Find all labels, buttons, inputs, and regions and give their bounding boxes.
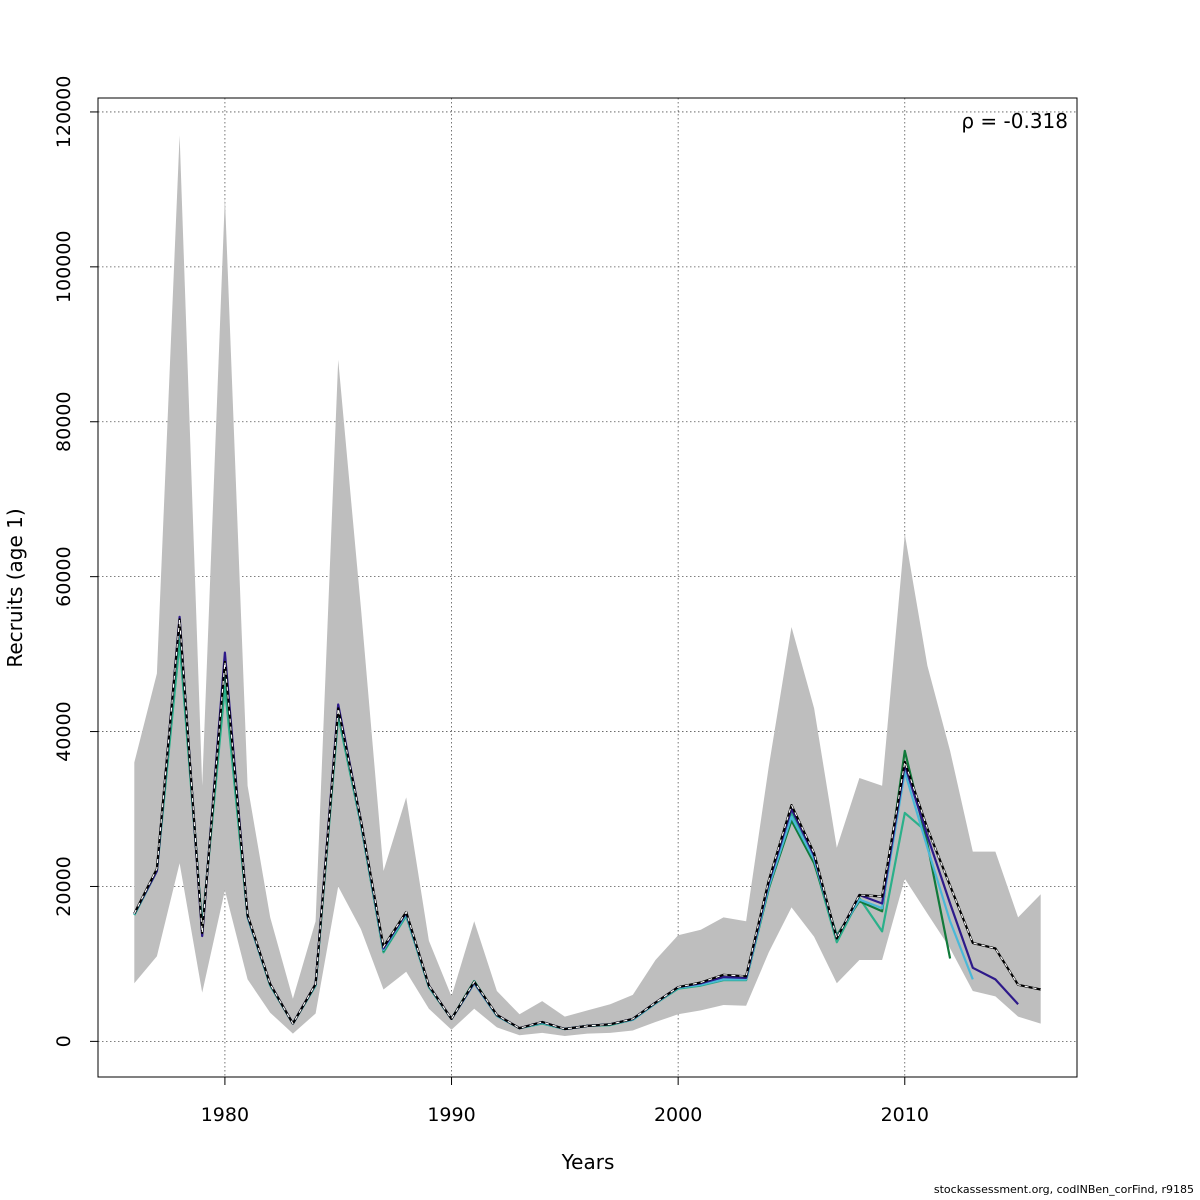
x-tick-label: 2000 bbox=[654, 1104, 702, 1126]
footer-credit: stockassessment.org, codINBen_corFind, r… bbox=[933, 1183, 1194, 1196]
y-tick-label: 60000 bbox=[53, 546, 75, 606]
x-tick-label: 1990 bbox=[427, 1104, 475, 1126]
y-tick-label: 40000 bbox=[53, 701, 75, 761]
x-tick-label: 1980 bbox=[201, 1104, 249, 1126]
axes: 1980 1990 2000 2010 0 20000 40000 60000 80000 100… bbox=[53, 76, 929, 1126]
y-tick-label: 100000 bbox=[53, 231, 75, 304]
rho-annotation: ρ = -0.318 bbox=[961, 109, 1068, 133]
y-tick-label: 80000 bbox=[53, 392, 75, 452]
series-lines-layer bbox=[133, 615, 1041, 1031]
y-axis-label: Recruits (age 1) bbox=[3, 508, 27, 667]
plot-frame bbox=[97, 97, 1078, 1078]
confidence-band bbox=[134, 135, 1041, 1036]
y-tick-label: 0 bbox=[53, 1035, 75, 1047]
x-tick-label: 2010 bbox=[881, 1104, 929, 1126]
y-tick-label: 120000 bbox=[53, 76, 75, 149]
confidence-band-layer bbox=[134, 135, 1041, 1036]
x-axis-label: Years bbox=[561, 1150, 615, 1174]
series-line-base-dash bbox=[133, 619, 1041, 1030]
y-tick-label: 20000 bbox=[53, 856, 75, 916]
